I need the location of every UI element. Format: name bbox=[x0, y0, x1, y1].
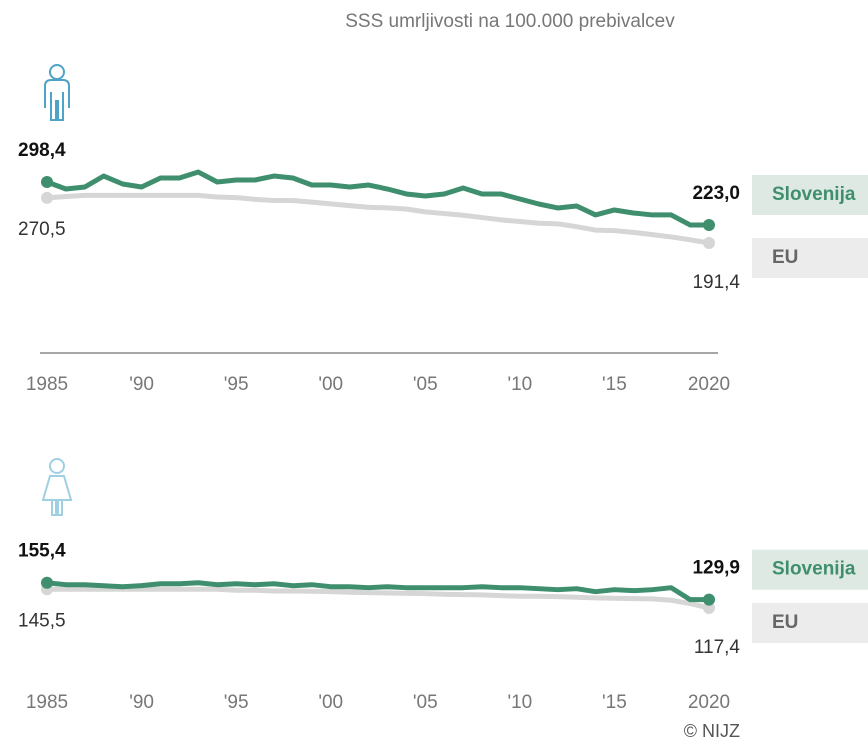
end-dot bbox=[41, 176, 53, 189]
x-tick-label: '05 bbox=[413, 692, 438, 713]
value-label: 117,4 bbox=[694, 637, 741, 658]
legend-label: EU bbox=[772, 247, 798, 268]
legend-box bbox=[752, 602, 868, 643]
x-tick-label: '95 bbox=[224, 374, 249, 395]
legend-box bbox=[752, 174, 868, 215]
legend-label: EU bbox=[772, 612, 798, 633]
end-dot bbox=[41, 576, 53, 589]
series-line bbox=[47, 586, 710, 611]
female-icon bbox=[41, 458, 73, 516]
male-icon bbox=[44, 64, 70, 121]
end-dot bbox=[703, 218, 715, 231]
value-label: 155,4 bbox=[18, 541, 66, 562]
legend-box bbox=[752, 237, 868, 278]
value-label: 145,5 bbox=[18, 610, 66, 631]
x-tick-label: '90 bbox=[129, 692, 154, 713]
value-label: 298,4 bbox=[18, 140, 66, 161]
source: © NIJZ bbox=[684, 721, 740, 741]
end-dot bbox=[703, 236, 715, 249]
x-tick-label: '00 bbox=[318, 374, 343, 395]
x-tick-label: '10 bbox=[507, 374, 532, 395]
x-tick-label: 1985 bbox=[26, 692, 68, 713]
value-label: 191,4 bbox=[692, 272, 740, 293]
x-tick-label: 1985 bbox=[26, 374, 68, 395]
end-dot bbox=[703, 601, 715, 614]
x-tick-label: '15 bbox=[602, 374, 627, 395]
x-tick-label: '95 bbox=[224, 692, 249, 713]
x-tick-label: '10 bbox=[507, 692, 532, 713]
series-line bbox=[46, 580, 709, 603]
series-line bbox=[46, 192, 710, 246]
x-tick-label: '90 bbox=[129, 374, 154, 395]
value-label: 270,5 bbox=[18, 219, 66, 240]
legend-label: Slovenija bbox=[772, 184, 856, 205]
x-tick-label: '05 bbox=[413, 374, 438, 395]
x-tick-label: '15 bbox=[602, 692, 627, 713]
legend-box bbox=[752, 549, 868, 590]
value-label: 223,0 bbox=[692, 183, 740, 204]
end-dot bbox=[41, 191, 53, 204]
chart-title: SSS umrljivosti na 100.000 prebivalcev bbox=[345, 11, 675, 32]
x-tick-label: 2020 bbox=[688, 374, 730, 395]
end-dot bbox=[703, 593, 715, 606]
legend-label: Slovenija bbox=[772, 559, 856, 580]
x-tick-label: 2020 bbox=[688, 692, 730, 713]
value-label: 129,9 bbox=[692, 558, 740, 579]
series-line bbox=[46, 169, 709, 228]
x-tick-label: '00 bbox=[318, 692, 343, 713]
